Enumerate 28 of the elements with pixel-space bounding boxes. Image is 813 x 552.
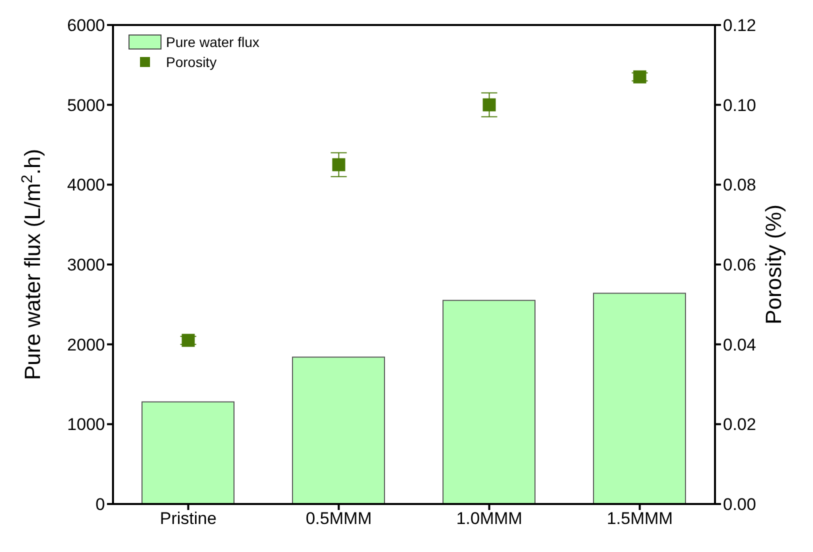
y2-tick-label: 0.04 (723, 335, 756, 354)
legend-label: Porosity (166, 54, 217, 70)
x-tick-label: 1.5MMM (606, 509, 673, 528)
y-tick-label: 6000 (67, 16, 105, 36)
y-tick-label: 3000 (67, 256, 105, 275)
y2-tick-label: 0.12 (723, 16, 756, 36)
y-tick-label: 2000 (67, 335, 105, 354)
x-tick-label: 1.0MMM (456, 509, 522, 528)
bar (442, 300, 536, 504)
legend-label: Pure water flux (166, 34, 260, 50)
bar (292, 356, 385, 504)
y-tick-label: 5000 (67, 96, 105, 115)
point (482, 98, 496, 112)
x-tick-label: 0.5MMM (306, 509, 372, 528)
y-tick-label: 4000 (67, 176, 105, 195)
y2-tick-label: 0.10 (723, 96, 756, 115)
y-tick-label: 1000 (67, 415, 105, 434)
x-tick-label: Pristine (160, 509, 217, 528)
y2-tick-label: 0.02 (723, 415, 756, 434)
bar (593, 292, 686, 504)
point (633, 70, 646, 84)
point (332, 158, 346, 172)
y-tick-label: 0 (96, 495, 105, 514)
y2-axis-title: Porosity (%) (761, 204, 786, 324)
y2-tick-label: 0.08 (723, 176, 756, 195)
y2-tick-label: 0.00 (723, 495, 756, 514)
y2-tick-label: 0.06 (723, 256, 756, 275)
bar (142, 401, 234, 504)
